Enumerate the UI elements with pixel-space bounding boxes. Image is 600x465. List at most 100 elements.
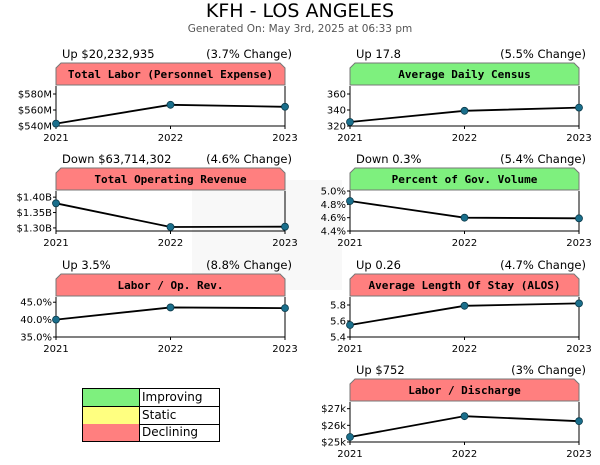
chart-panel-total-labor: Up $20,232,935 (3.7% Change) Total Labor (… <box>18 47 298 147</box>
change-summary: Up 3.5% (8.8% Change) <box>56 258 296 272</box>
data-point <box>52 199 60 208</box>
change-amount: Up 0.26 <box>356 258 401 272</box>
legend-swatch-improving <box>83 389 140 406</box>
change-summary: Down 0.3% (5.4% Change) <box>350 152 590 166</box>
chart-panel-labor-discharge: Up $752 (3% Change) Labor / Discharge $25k $… <box>321 363 592 463</box>
change-percent: (3.7% Change) <box>206 47 292 61</box>
data-point <box>281 102 289 111</box>
legend-label-declining: Declining <box>142 425 199 439</box>
y-tick-label: $580M <box>18 90 52 101</box>
x-tick-label: 2023 <box>566 238 591 249</box>
x-tick-label: 2023 <box>566 133 591 144</box>
data-point <box>575 417 583 426</box>
change-summary: Up $752 (3% Change) <box>350 363 590 377</box>
y-tick-label: 4.4% <box>321 227 346 238</box>
change-summary: Down $63,714,302 (4.6% Change) <box>56 152 296 166</box>
line-chart: Total Labor (Personnel Expense) $540M $560… <box>18 62 298 144</box>
x-tick-label: 2022 <box>452 133 477 144</box>
line-chart: Labor / Op. Rev. 35.0% 40.0% 45.0% 2021 2022 2… <box>20 273 298 355</box>
change-summary: Up 0.26 (4.7% Change) <box>350 258 590 272</box>
x-tick-label: 2022 <box>158 133 183 144</box>
data-point <box>166 303 175 312</box>
chart-panel-average-daily-census: Up 17.8 (5.5% Change) Average Daily Census… <box>327 47 592 147</box>
change-summary: Up 17.8 (5.5% Change) <box>350 47 590 61</box>
y-tick-label: 4.8% <box>321 200 346 211</box>
y-tick-label: $560M <box>18 106 52 117</box>
change-amount: Up $20,232,935 <box>62 47 155 61</box>
change-percent: (5.5% Change) <box>500 47 586 61</box>
data-point <box>346 118 354 126</box>
chart-title: Labor / Op. Rev. <box>118 279 224 292</box>
x-tick-label: 2021 <box>337 449 362 460</box>
y-tick-label: $1.30B <box>17 223 53 234</box>
legend-label-improving: Improving <box>142 390 203 404</box>
data-point <box>52 315 60 324</box>
x-tick-label: 2023 <box>272 238 297 249</box>
generated-timestamp: Generated On: May 3rd, 2025 at 06:33 pm <box>187 23 413 35</box>
line-chart: Total Operating Revenue $1.30B $1.35B $1.40… <box>17 167 298 249</box>
y-tick-label: 40.0% <box>20 315 52 326</box>
legend-swatch-declining <box>83 424 140 441</box>
y-tick-label: 5.6 <box>330 317 346 328</box>
legend-label-static: Static <box>142 408 177 422</box>
data-point <box>52 119 60 128</box>
y-tick-label: 340 <box>327 106 346 117</box>
page-title: KFH - LOS ANGELES <box>205 0 395 22</box>
y-tick-label: 360 <box>327 90 346 101</box>
data-point <box>346 433 354 441</box>
chart-title-banner <box>55 273 286 297</box>
line-chart: Average Daily Census 320 340 360 2021 2022 202… <box>327 62 592 144</box>
x-tick-label: 2021 <box>43 344 68 355</box>
change-amount: Down 0.3% <box>356 152 422 166</box>
chart-title-banner <box>349 167 580 191</box>
change-percent: (8.8% Change) <box>206 258 292 272</box>
chart-panel-total-operating-revenue: Down $63,714,302 (4.6% Change) Total Opera… <box>17 152 298 252</box>
chart-title: Average Daily Census <box>398 68 530 81</box>
y-tick-label: $27k <box>321 404 346 415</box>
data-point <box>460 301 469 310</box>
chart-title: Average Length Of Stay (ALOS) <box>368 279 560 292</box>
change-percent: (4.7% Change) <box>500 258 586 272</box>
chart-title-banner <box>55 167 286 191</box>
status-legend: Improving Static Declining <box>82 388 220 442</box>
data-point <box>281 222 289 231</box>
y-tick-label: 4.6% <box>321 213 346 224</box>
x-tick-label: 2021 <box>337 238 362 249</box>
line-chart: Labor / Discharge $25k $26k $27k 2021 2022 202… <box>321 378 592 460</box>
change-percent: (5.4% Change) <box>500 152 586 166</box>
data-point <box>166 223 175 231</box>
change-amount: Up $752 <box>356 363 405 377</box>
line-chart: Average Length Of Stay (ALOS) 5.4 5.6 5.8 20… <box>330 273 592 355</box>
y-tick-label: 5.0% <box>321 187 346 198</box>
x-tick-label: 2021 <box>43 133 68 144</box>
chart-title: Total Operating Revenue <box>94 173 247 186</box>
y-tick-label: $26k <box>321 421 346 432</box>
x-tick-label: 2022 <box>158 344 183 355</box>
data-point <box>460 412 469 421</box>
y-tick-label: 5.8 <box>330 301 346 312</box>
x-tick-label: 2021 <box>337 344 362 355</box>
x-tick-label: 2021 <box>43 238 68 249</box>
chart-panel-percent-gov-volume: Down 0.3% (5.4% Change) Percent of Gov. Vo… <box>321 152 592 252</box>
x-tick-label: 2023 <box>566 344 591 355</box>
x-tick-label: 2023 <box>272 344 297 355</box>
data-point <box>575 103 583 112</box>
y-tick-label: 45.0% <box>20 298 52 309</box>
y-tick-label: $540M <box>18 122 52 133</box>
data-point <box>575 299 583 308</box>
change-amount: Down $63,714,302 <box>62 152 172 166</box>
legend-swatch-static <box>83 407 140 424</box>
change-percent: (4.6% Change) <box>206 152 292 166</box>
change-amount: Up 17.8 <box>356 47 401 61</box>
chart-title: Labor / Discharge <box>408 384 521 397</box>
legend-row-static: Static <box>83 407 219 425</box>
data-point <box>166 100 175 109</box>
x-tick-label: 2021 <box>337 133 362 144</box>
change-percent: (3% Change) <box>511 363 586 377</box>
chart-title: Total Labor (Personnel Expense) <box>68 68 273 81</box>
chart-title-banner <box>349 62 580 86</box>
data-point <box>281 304 289 313</box>
x-tick-label: 2022 <box>452 238 477 249</box>
legend-row-improving: Improving <box>83 389 219 407</box>
chart-title-banner <box>55 62 286 86</box>
